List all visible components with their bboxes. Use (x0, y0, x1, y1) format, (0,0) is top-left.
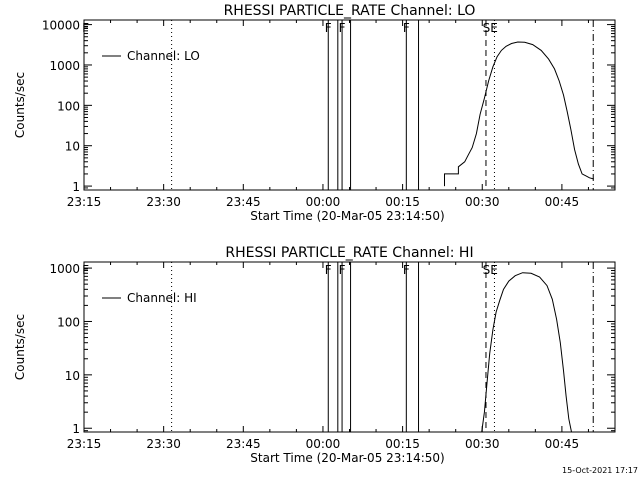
y-tick-label: 10000 (42, 19, 80, 33)
y-tick-label: 100 (57, 99, 80, 113)
legend-label: Channel: LO (127, 49, 200, 63)
x-tick-label: 00:15 (385, 195, 420, 209)
flag-interval (341, 19, 352, 190)
x-tick-label: 00:30 (465, 437, 500, 451)
y-tick-label: 100 (57, 315, 80, 329)
x-tick-label: 23:15 (67, 437, 102, 451)
x-axis-label: Start Time (20-Mar-05 23:14:50) (250, 209, 444, 223)
x-tick-label: 23:15 (67, 195, 102, 209)
flag-interval (405, 261, 420, 432)
footer-timestamp: 15-Oct-2021 17:17 (562, 466, 638, 475)
x-tick-label: 00:45 (545, 437, 580, 451)
x-tick-label: 00:15 (385, 437, 420, 451)
y-axis-label: Counts/sec (13, 314, 27, 380)
y-tick-label: 10 (65, 369, 80, 383)
x-tick-label: 23:30 (146, 195, 181, 209)
flag-label: F (403, 21, 410, 35)
y-tick-label: 1 (72, 180, 80, 194)
x-tick-label: 23:45 (226, 437, 261, 451)
x-tick-label: 00:30 (465, 195, 500, 209)
legend-label: Channel: HI (127, 291, 197, 305)
marker-label: F (82, 263, 89, 277)
flag-label: F (339, 21, 346, 35)
y-tick-label: 1 (72, 422, 80, 436)
y-axis-label: Counts/sec (13, 72, 27, 138)
x-tick-label: 23:45 (226, 195, 261, 209)
x-tick-label: 23:30 (146, 437, 181, 451)
y-tick-label: 1000 (49, 262, 80, 276)
y-tick-label: 10 (65, 140, 80, 154)
marker-label: F (82, 21, 89, 35)
series-line (481, 272, 572, 433)
x-tick-label: 00:00 (306, 195, 341, 209)
marker-label: SE (483, 21, 498, 35)
chart-title: RHESSI PARTICLE_RATE Channel: LO (224, 3, 476, 19)
x-tick-label: 00:00 (306, 437, 341, 451)
plot-frame (83, 261, 616, 433)
flag-label: F (339, 263, 346, 277)
flag-interval (327, 261, 339, 432)
flag-interval (405, 19, 420, 190)
x-tick-label: 00:45 (545, 195, 580, 209)
plot-frame (83, 19, 616, 191)
flag-interval (327, 19, 339, 190)
flag-label: F (325, 263, 332, 277)
y-tick-label: 1000 (49, 59, 80, 73)
chart-panel-hi: RHESSI PARTICLE_RATE Channel: HI 23:15 23:… (13, 245, 616, 465)
chart-panel-lo: RHESSI PARTICLE_RATE Channel: LO 23:15 23:… (13, 3, 616, 223)
flag-label: F (403, 263, 410, 277)
flag-label: F (325, 21, 332, 35)
marker-label: SE (483, 263, 498, 277)
chart-title: RHESSI PARTICLE_RATE Channel: HI (225, 245, 473, 261)
series-line (444, 41, 594, 187)
flag-interval (341, 261, 352, 432)
x-axis-label: Start Time (20-Mar-05 23:14:50) (250, 451, 444, 465)
